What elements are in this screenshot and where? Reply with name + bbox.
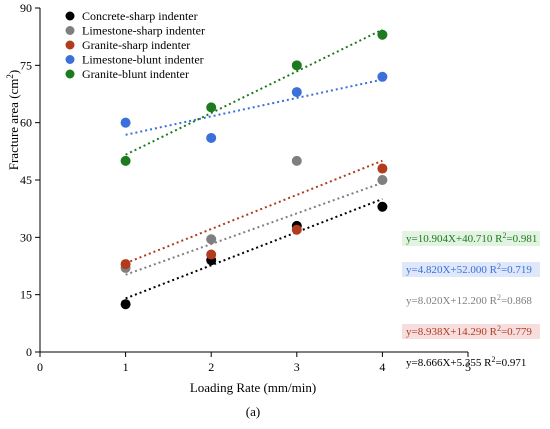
- equation-label: y=4.820X+52.000 R2=0.719: [406, 262, 532, 277]
- data-point: [291, 224, 302, 235]
- data-point: [120, 117, 131, 128]
- y-axis-title-tail: ): [6, 70, 21, 74]
- y-tick-label: 15: [20, 288, 32, 302]
- legend-label: Limestone-sharp indenter: [82, 24, 205, 38]
- data-points: [120, 29, 388, 310]
- data-point: [291, 60, 302, 71]
- data-point: [120, 259, 131, 270]
- r2-value: =0.779: [501, 326, 532, 338]
- y-tick-label: 0: [26, 345, 32, 359]
- r2-symbol: R: [484, 357, 492, 369]
- equation-text: y=8.020X+12.200: [406, 295, 490, 307]
- y-tick-label: 60: [20, 116, 32, 130]
- equation-text: y=8.666X+5.355: [406, 357, 484, 369]
- trend-line: [125, 78, 383, 136]
- r2-superscript: 2: [497, 293, 501, 302]
- y-tick-label: 30: [20, 230, 32, 244]
- trend-lines: [125, 28, 383, 300]
- r2-value: =0.981: [506, 233, 537, 245]
- r2-superscript: 2: [491, 355, 495, 364]
- r2-symbol: R: [490, 326, 498, 338]
- legend-label: Granite-sharp indenter: [82, 38, 190, 52]
- r2-symbol: R: [495, 233, 503, 245]
- figure-caption: (a): [246, 404, 260, 419]
- r2-value: =0.719: [501, 264, 532, 276]
- y-tick-label: 45: [20, 173, 32, 187]
- equation-text: y=4.820X+52.000: [406, 264, 490, 276]
- y-tick-label: 90: [20, 1, 32, 15]
- x-axis-title: Loading Rate (mm/min): [190, 380, 316, 395]
- y-tick-label: 75: [20, 58, 32, 72]
- equation-text: y=10.904X+40.710: [406, 233, 495, 245]
- equation-text: y=8.938X+14.290: [406, 326, 490, 338]
- data-point: [206, 102, 217, 113]
- data-point: [377, 175, 388, 185]
- data-point: [206, 249, 217, 260]
- equation-label: y=8.938X+14.290 R2=0.779: [406, 324, 532, 339]
- legend-marker: [65, 55, 75, 64]
- equation-highlight: [402, 231, 540, 246]
- data-point: [206, 132, 217, 143]
- data-point: [377, 163, 388, 174]
- trend-line: [125, 159, 383, 265]
- equation-label: y=8.666X+5.355 R2=0.971: [406, 355, 526, 370]
- legend-marker: [65, 69, 75, 79]
- y-axis-title-sup: 2: [5, 74, 15, 79]
- r2-symbol: R: [490, 264, 498, 276]
- y-axis-title-main: Fracture area (cm: [6, 79, 21, 171]
- data-point: [291, 155, 302, 166]
- x-tick-label: 2: [208, 360, 214, 374]
- equation-highlight: [402, 262, 540, 277]
- r2-superscript: 2: [502, 231, 506, 240]
- legend-marker: [65, 40, 75, 50]
- r2-symbol: R: [490, 295, 498, 307]
- data-point: [291, 87, 302, 98]
- data-point: [120, 155, 131, 166]
- equation-label: y=10.904X+40.710 R2=0.981: [406, 231, 537, 246]
- x-tick-label: 1: [123, 360, 129, 374]
- data-point: [377, 71, 388, 82]
- data-point: [206, 234, 217, 245]
- legend-marker: [65, 26, 75, 35]
- x-tick-label: 0: [37, 360, 43, 374]
- y-axis-title: Fracture area (cm2): [5, 70, 21, 171]
- legend-label: Limestone-blunt indenter: [82, 53, 204, 67]
- equation-highlight: [402, 324, 540, 339]
- legend-marker: [65, 11, 75, 21]
- data-point: [120, 299, 131, 310]
- r2-superscript: 2: [497, 262, 501, 271]
- legend-label: Concrete-sharp indenter: [82, 9, 198, 23]
- equation-labels: y=10.904X+40.710 R2=0.981y=4.820X+52.000…: [402, 231, 540, 370]
- x-tick-label: 5: [465, 360, 471, 374]
- x-tick-label: 4: [379, 360, 385, 374]
- r2-value: =0.971: [495, 357, 526, 369]
- r2-value: =0.868: [501, 295, 532, 307]
- x-tick-label: 3: [294, 360, 300, 374]
- equation-label: y=8.020X+12.200 R2=0.868: [406, 293, 532, 308]
- legend-label: Granite-blunt indenter: [82, 67, 189, 81]
- data-point: [377, 29, 388, 40]
- trend-line: [125, 198, 383, 300]
- trend-line: [125, 181, 383, 276]
- data-point: [377, 201, 388, 212]
- r2-superscript: 2: [497, 324, 501, 333]
